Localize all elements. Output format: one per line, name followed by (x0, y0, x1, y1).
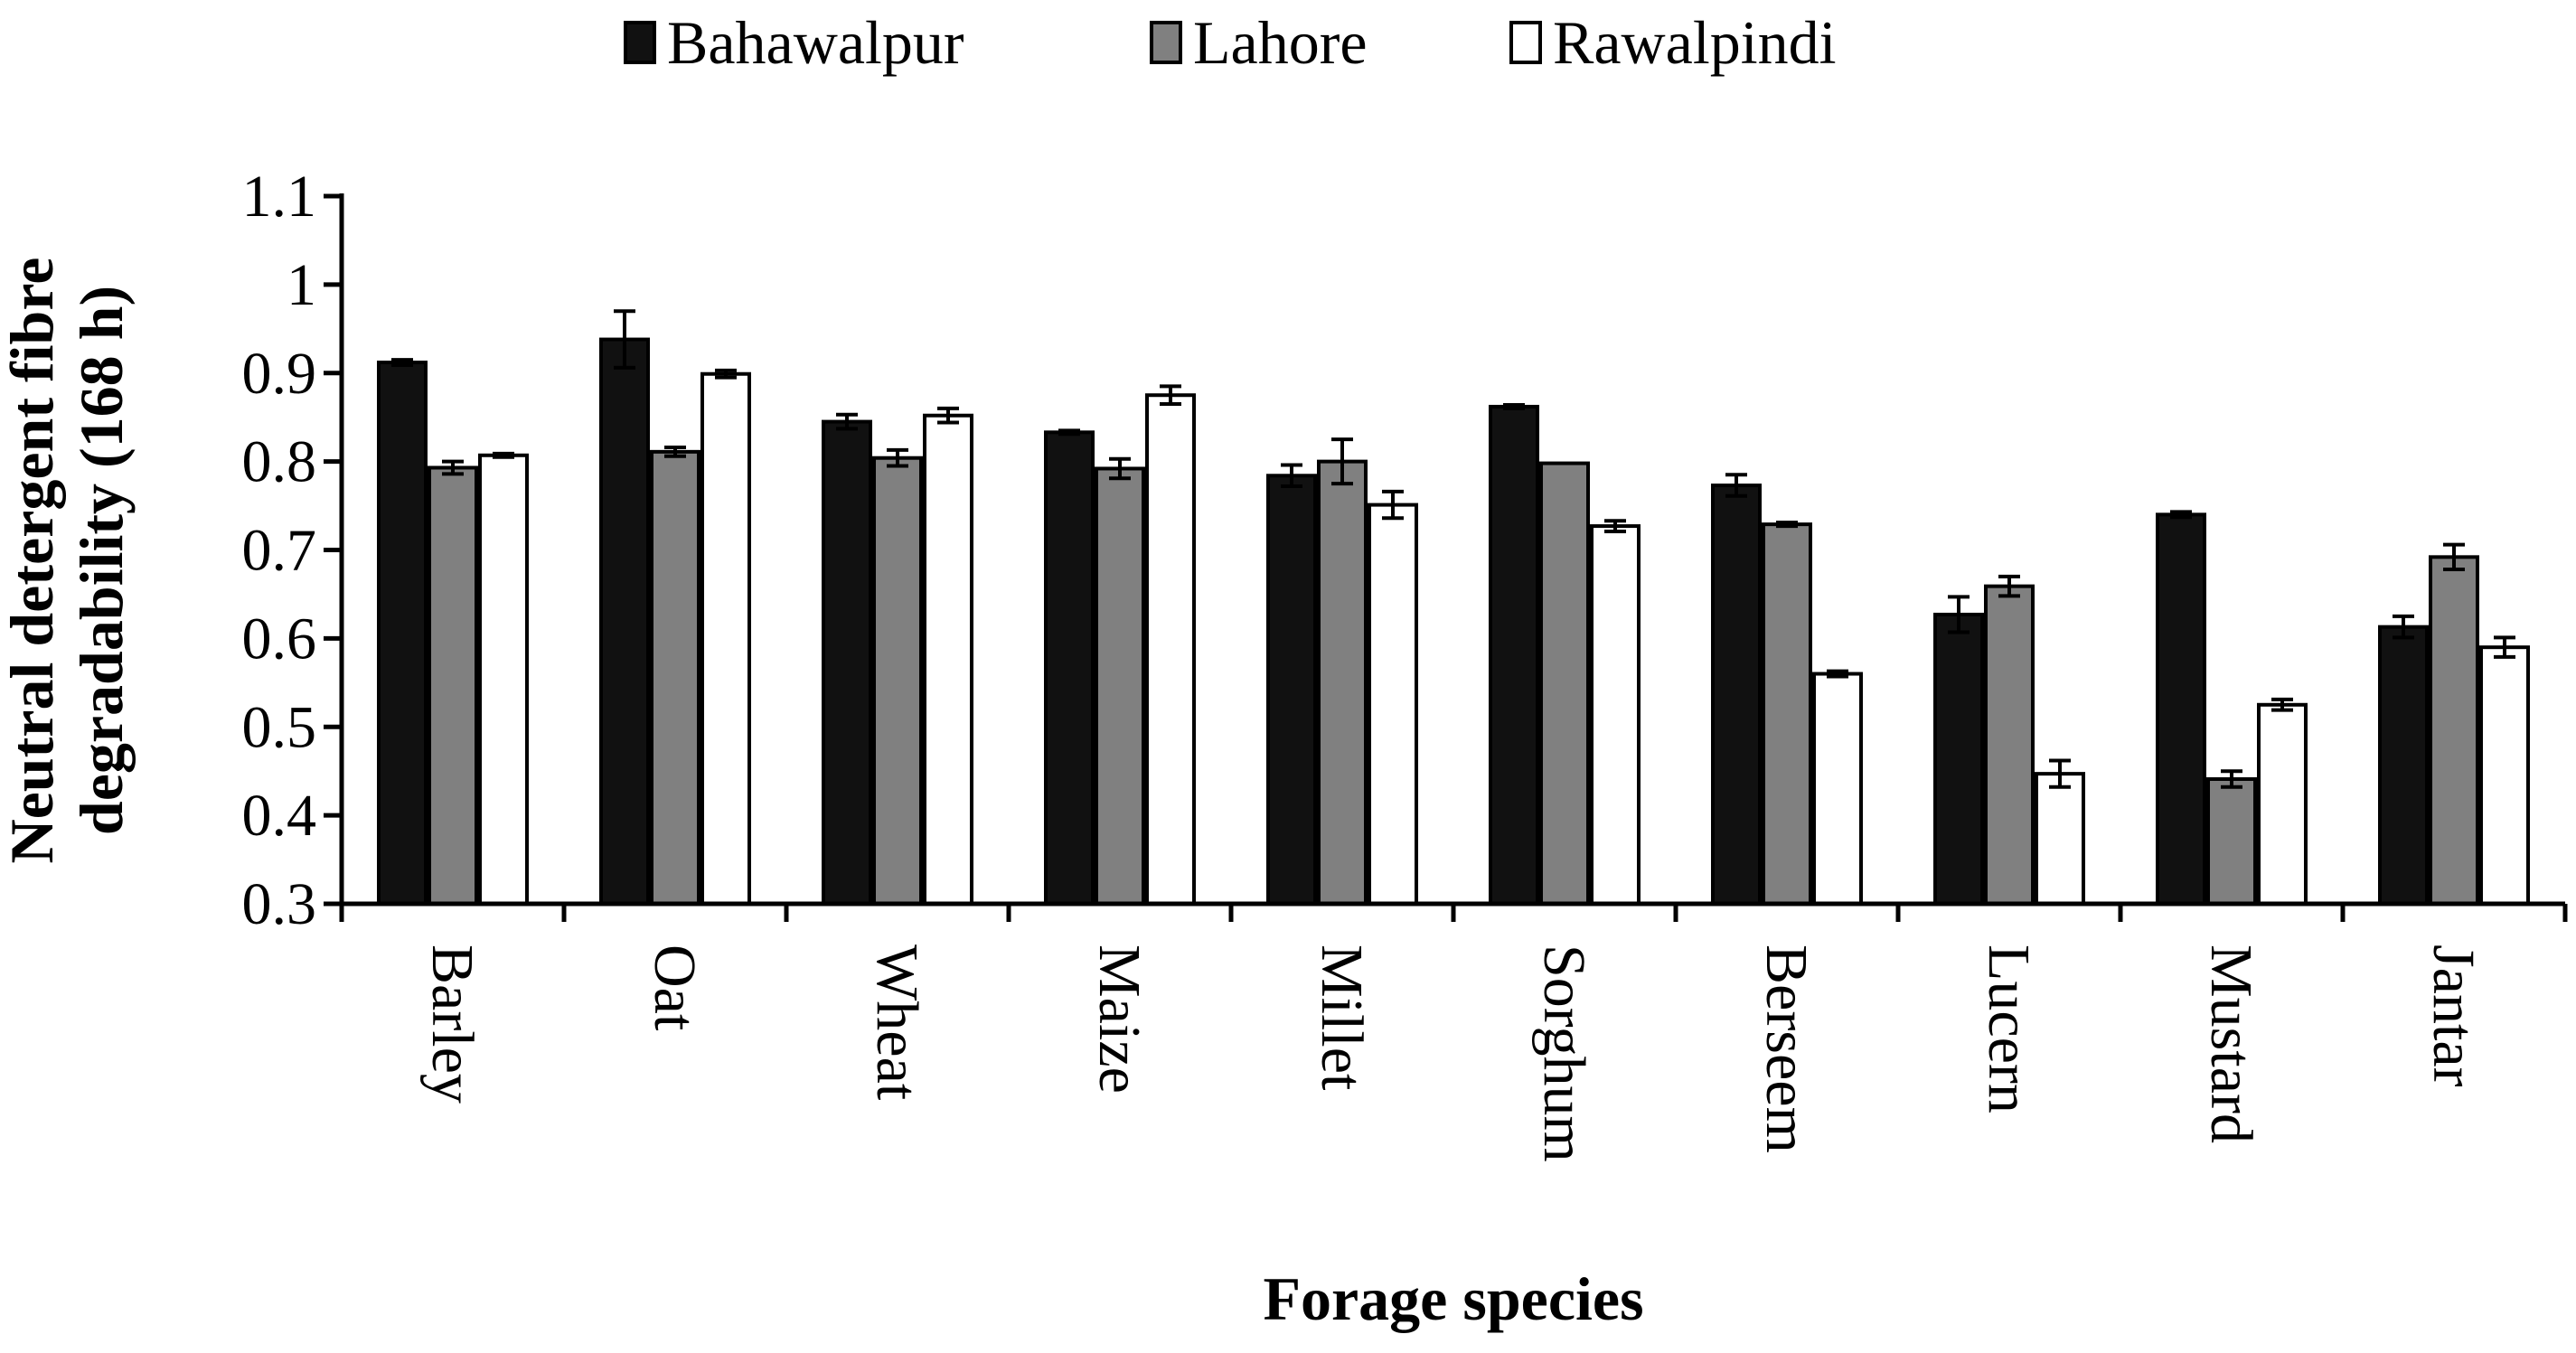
error-bar (937, 406, 959, 425)
x-category-label: Sorghum (1531, 944, 1597, 1162)
x-category-label: Berseem (1753, 944, 1819, 1153)
x-category-label: Jantar (2421, 944, 2487, 1087)
x-axis: Barley Oat Wheat Maize Millet Sorghum Berseem L… (324, 901, 2568, 1162)
legend-swatch-bahawalpur (624, 21, 656, 64)
error-bar (493, 451, 514, 459)
bar-bahawalpur-jantar (2378, 625, 2429, 906)
legend-label-bahawalpur: Bahawalpur (667, 8, 964, 77)
bar-lahore-mustard (2206, 776, 2257, 907)
bar-bahawalpur-mustard (2156, 512, 2206, 906)
bar-lahore-oat (650, 449, 700, 906)
error-bar (1160, 384, 1181, 407)
x-category-label: Mustard (2198, 944, 2264, 1143)
y-tick-label: 0.9 (242, 341, 317, 407)
bar-rawalpindi-maize (1145, 393, 1196, 906)
error-bar (2393, 614, 2414, 640)
bar-rawalpindi-jantar (2479, 645, 2530, 906)
bar-rawalpindi-oat (700, 371, 751, 906)
error-bar (887, 447, 908, 468)
bar-bahawalpur-lucern (1933, 612, 1984, 906)
error-bar (1776, 521, 1798, 529)
error-bar (664, 445, 686, 458)
y-axis-title-line1: Neutral detergent fibre (0, 258, 66, 864)
error-bar (1948, 595, 1970, 634)
bar-rawalpindi-wheat (923, 413, 973, 907)
y-tick-label: 1 (287, 252, 316, 318)
bar-lahore-millet (1317, 459, 1368, 906)
bar-lahore-lucern (1984, 584, 2035, 906)
y-tick-label: 0.7 (242, 518, 317, 584)
y-tick-label: 0.5 (242, 694, 317, 760)
bar-bahawalpur-barley (377, 361, 428, 906)
error-bar (1382, 489, 1404, 521)
bar-rawalpindi-lucern (2035, 772, 2085, 907)
legend-swatch-rawalpindi (1509, 21, 1542, 64)
x-category-label: Millet (1309, 944, 1375, 1090)
y-tick-label: 0.4 (242, 783, 317, 849)
legend-swatch-lahore (1150, 21, 1182, 64)
legend: Bahawalpur Lahore Rawalpindi (624, 8, 1837, 77)
bars (377, 309, 2530, 907)
bar-lahore-maize (1095, 466, 1145, 907)
bar-rawalpindi-mustard (2257, 702, 2308, 906)
error-bar (2494, 635, 2515, 659)
bar-lahore-berseem (1762, 522, 1812, 907)
y-tick-label: 0.8 (242, 429, 317, 495)
y-tick-label: 0.3 (242, 871, 317, 937)
x-category-label: Barley (419, 944, 485, 1104)
bar-rawalpindi-sorghum (1590, 524, 1641, 906)
bar-rawalpindi-barley (478, 453, 529, 906)
y-tick-label: 1.1 (242, 164, 317, 230)
error-bar (2221, 769, 2242, 789)
bar-bahawalpur-berseem (1711, 484, 1762, 907)
error-bar (1058, 428, 1080, 437)
legend-label-lahore: Lahore (1193, 8, 1368, 77)
error-bar (1503, 402, 1525, 410)
error-bar (442, 459, 464, 476)
y-tick-label: 0.6 (242, 606, 317, 672)
bar-lahore-sorghum (1539, 461, 1590, 907)
error-bar (1998, 574, 2020, 598)
error-bar (1281, 463, 1302, 489)
bar-lahore-wheat (872, 456, 923, 906)
error-bar (1331, 437, 1353, 486)
y-axis-title-line2: degradability (168 h) (67, 286, 136, 835)
x-category-label: Lucern (1976, 944, 2042, 1113)
error-bar (1109, 456, 1131, 481)
error-bar (2049, 758, 2071, 789)
bar-bahawalpur-oat (599, 337, 650, 906)
error-bar (836, 412, 858, 431)
x-category-label: Oat (642, 944, 708, 1030)
x-category-label: Wheat (864, 944, 930, 1100)
bar-lahore-jantar (2429, 555, 2479, 907)
bar-rawalpindi-millet (1368, 503, 1418, 906)
bar-lahore-barley (428, 465, 478, 906)
error-bar (391, 358, 413, 367)
error-bar (1827, 669, 1848, 679)
error-bar (2170, 510, 2192, 520)
bar-bahawalpur-wheat (822, 419, 872, 906)
bar-bahawalpur-millet (1266, 474, 1317, 906)
error-bar (2271, 697, 2293, 712)
x-category-label: Maize (1086, 944, 1152, 1094)
error-bar (614, 309, 635, 370)
x-axis-title: Forage species (1263, 1264, 1643, 1333)
y-axis: 0.3 0.4 0.5 0.6 0.7 0.8 0.9 1 1.1 (242, 164, 344, 937)
legend-label-rawalpindi: Rawalpindi (1553, 8, 1837, 77)
bar-bahawalpur-maize (1044, 430, 1095, 907)
error-bar (2443, 542, 2465, 572)
error-bar (1725, 473, 1747, 498)
bar-bahawalpur-sorghum (1489, 404, 1539, 906)
error-bar (715, 368, 737, 380)
bar-rawalpindi-berseem (1812, 672, 1863, 907)
error-bar (1604, 519, 1626, 533)
